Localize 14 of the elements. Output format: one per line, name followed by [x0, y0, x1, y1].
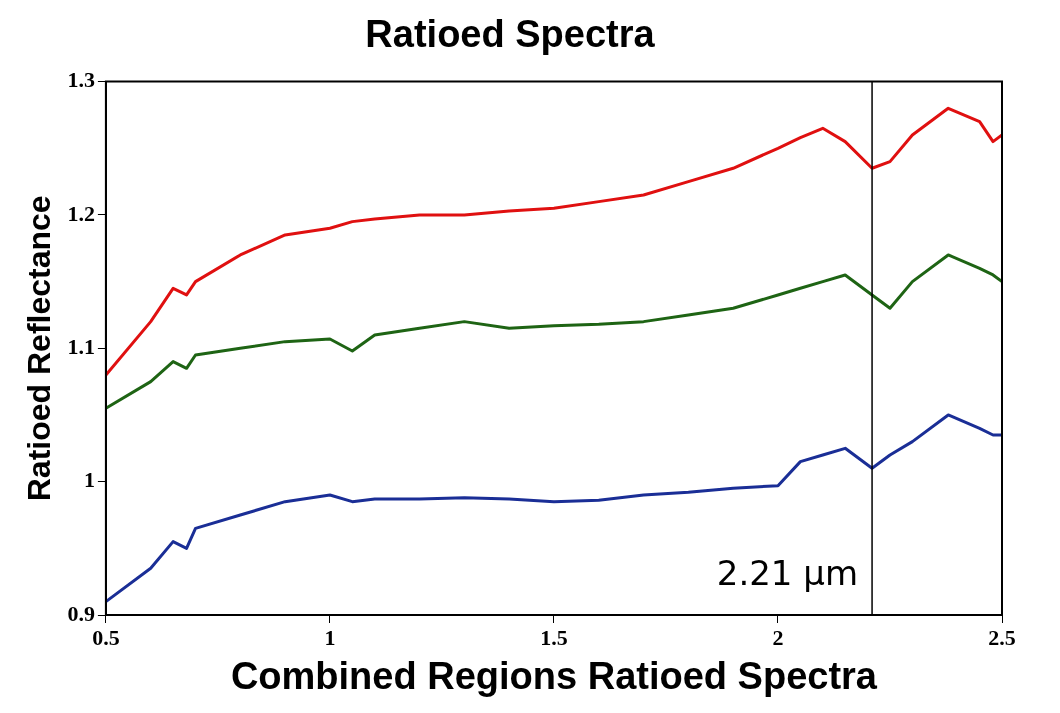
x-tick-label: 1	[324, 624, 336, 650]
x-tick-label: 1.5	[540, 624, 568, 650]
x-tick-label: 2.5	[988, 624, 1016, 650]
y-tick-label: 1.1	[67, 333, 95, 359]
y-axis-title: Ratioed Reflectance	[21, 195, 58, 502]
y-tick-label: 1.2	[67, 200, 95, 226]
y-tick-label: 0.9	[67, 600, 95, 626]
chart-title: Ratioed Spectra	[365, 13, 656, 56]
x-axis-title: Combined Regions Ratioed Spectra	[230, 654, 878, 697]
x-tick-label: 2	[772, 624, 784, 650]
x-tick-label: 0.5	[92, 624, 120, 650]
y-tick-label: 1	[83, 467, 95, 493]
ref-line-label: 2.21 μm	[716, 552, 859, 593]
y-tick-label: 1.3	[67, 67, 95, 93]
